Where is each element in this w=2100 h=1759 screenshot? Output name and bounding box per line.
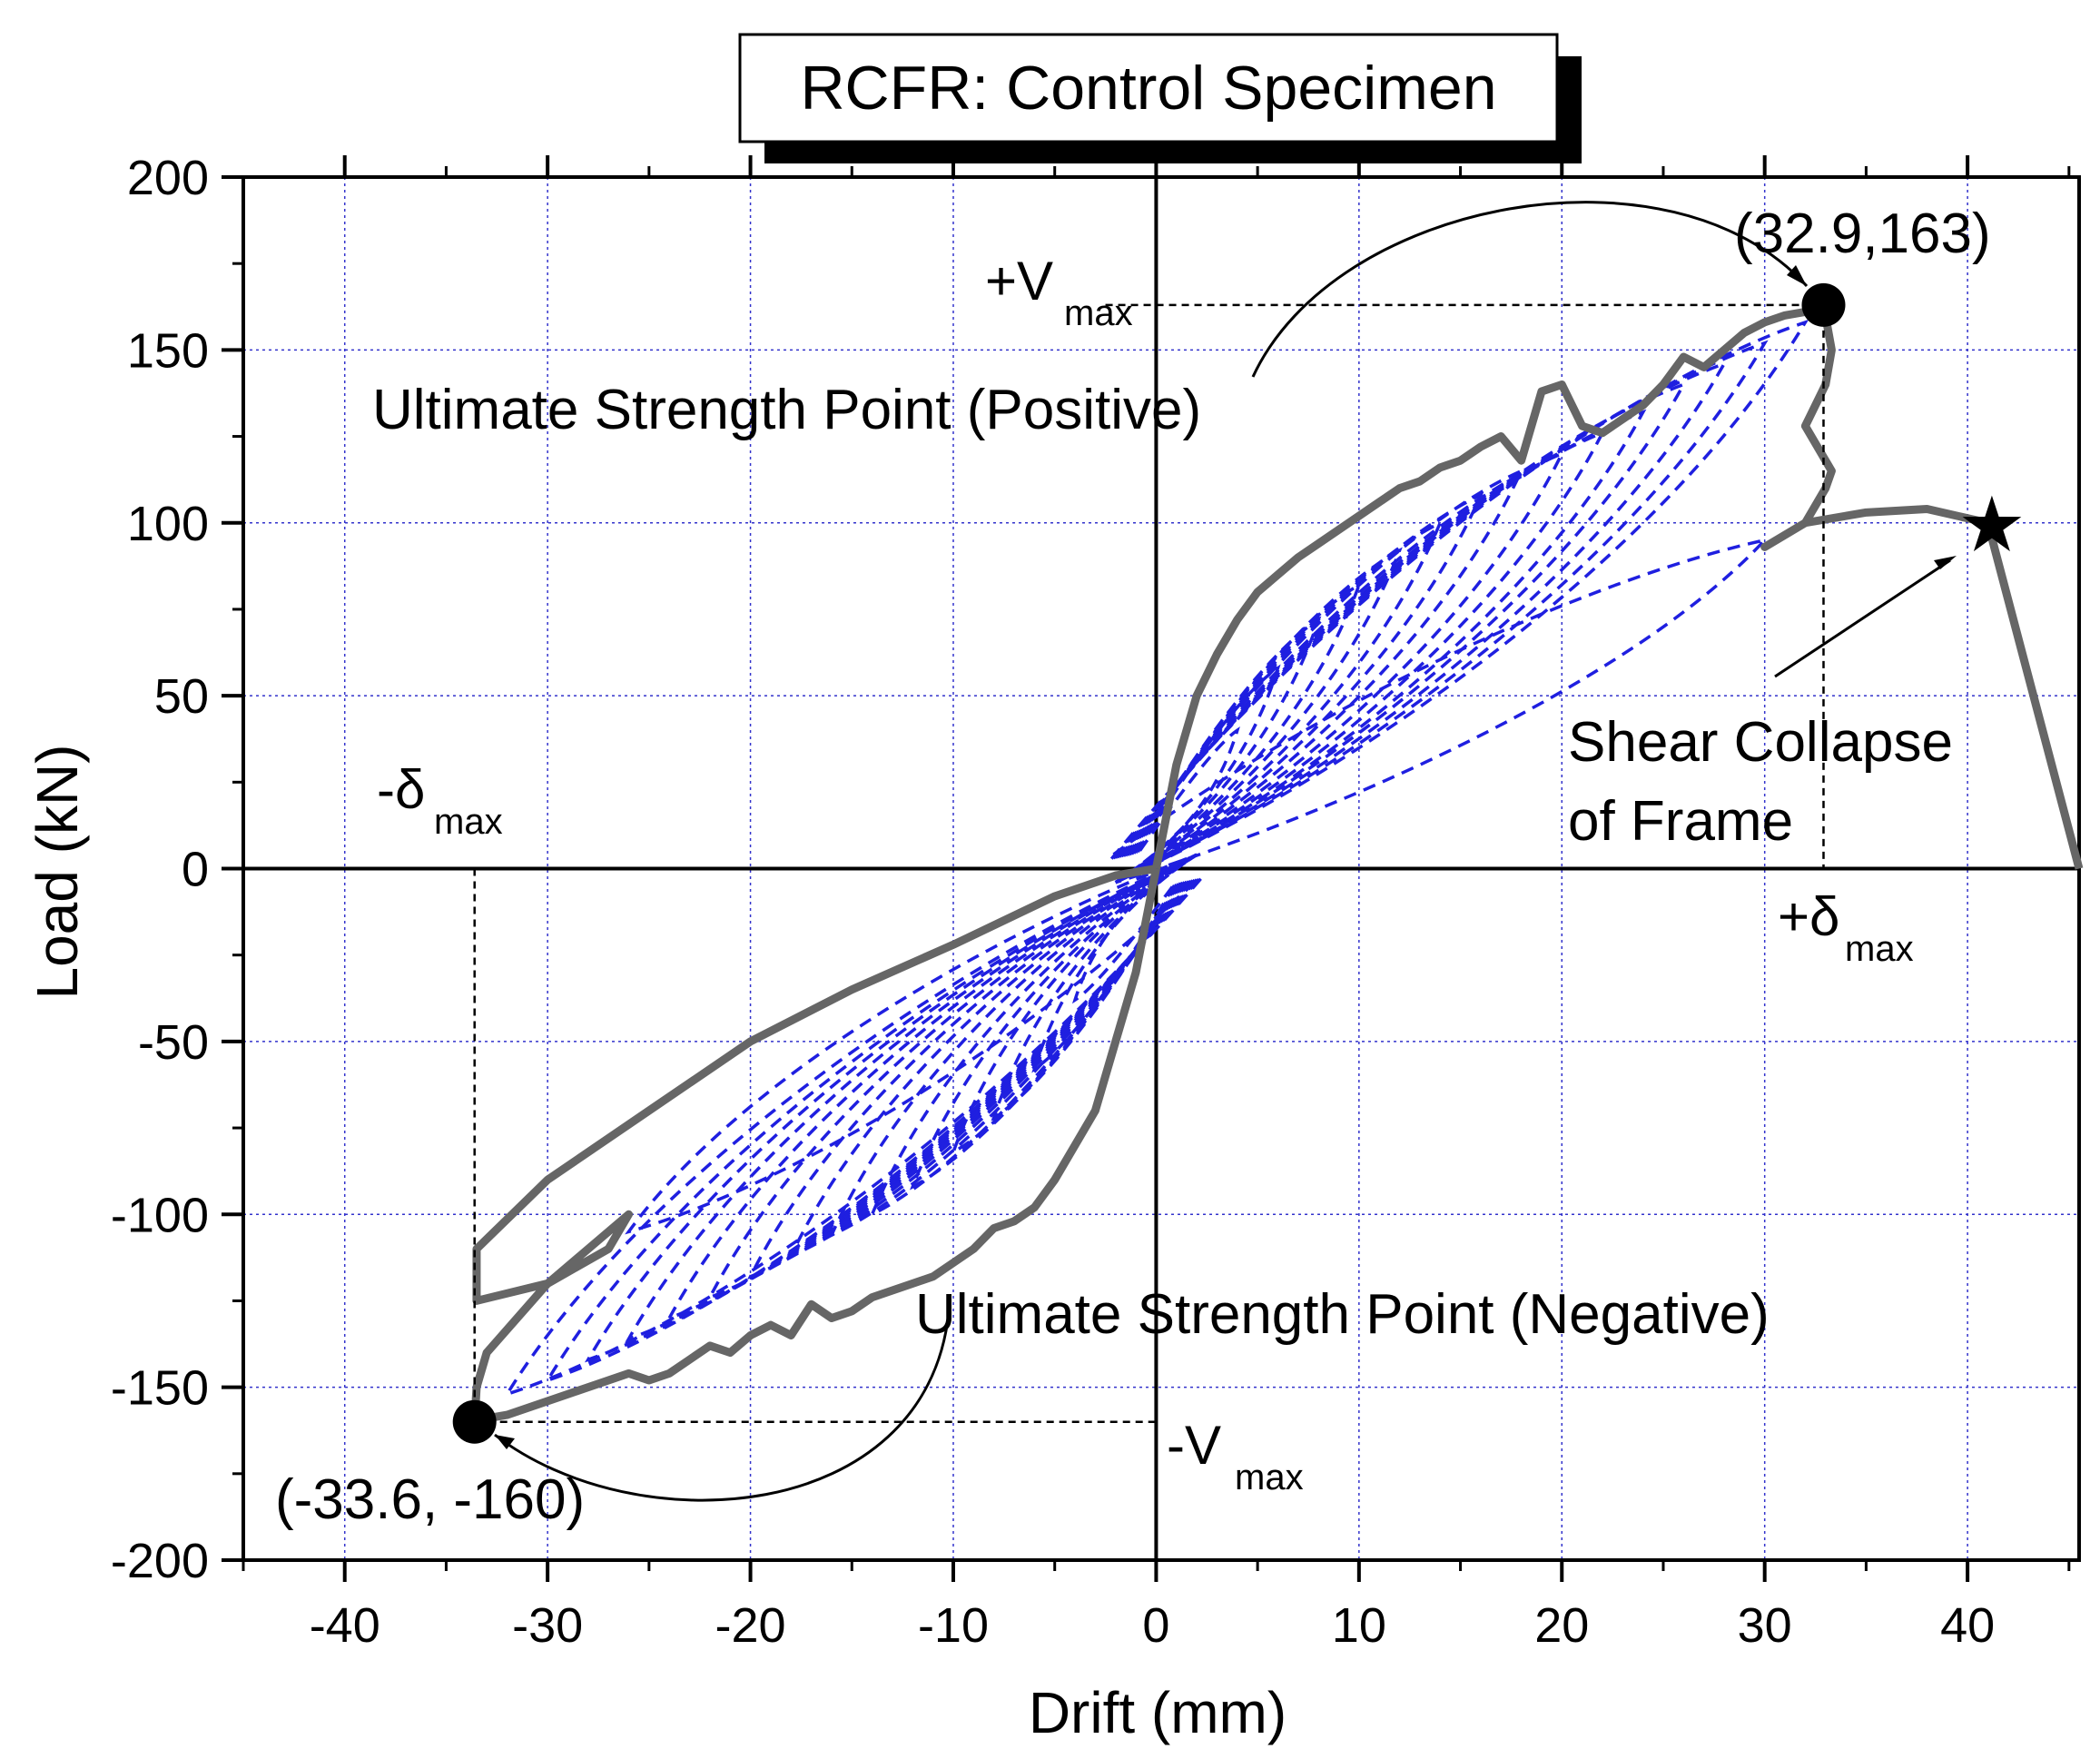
x-tick-label: -40 bbox=[310, 1598, 380, 1653]
markers bbox=[452, 282, 2022, 1444]
svg-text:max: max bbox=[1235, 1458, 1304, 1497]
positive-strength-label: Ultimate Strength Point (Positive) bbox=[372, 379, 1201, 441]
x-tick-label: -10 bbox=[918, 1598, 989, 1653]
negative-arrowhead bbox=[495, 1435, 515, 1449]
y-tick-label: 200 bbox=[127, 151, 209, 205]
y-tick-label: -50 bbox=[138, 1015, 209, 1070]
hysteresis-loop bbox=[706, 853, 1198, 1300]
hysteresis-loop bbox=[1114, 726, 1240, 884]
negative-strength-label: Ultimate Strength Point (Negative) bbox=[915, 1283, 1770, 1346]
chart-title: RCFR: Control Specimen bbox=[800, 54, 1496, 123]
negative-point-label: (-33.6, -160) bbox=[275, 1468, 585, 1531]
envelope-negative bbox=[470, 865, 1160, 1427]
svg-text:+V: +V bbox=[985, 251, 1053, 311]
hysteresis-loop bbox=[910, 853, 1198, 1191]
neg-delta-label: -δ max bbox=[377, 759, 503, 842]
positive-ultimate-marker bbox=[1801, 282, 1846, 327]
hysteresis-loop bbox=[584, 853, 1198, 1363]
x-tick-label: 30 bbox=[1738, 1598, 1792, 1653]
envelope-positive bbox=[1151, 301, 2084, 870]
shear-collapse-label-1: Shear Collapse bbox=[1568, 711, 1953, 774]
y-tick-label: 50 bbox=[154, 669, 209, 724]
pos-delta-label: +δ max bbox=[1778, 886, 1914, 969]
hysteresis-loop bbox=[1114, 409, 1647, 884]
positive-arrowhead bbox=[1787, 265, 1807, 286]
hysteresis-loop bbox=[1114, 450, 1565, 884]
svg-text:max: max bbox=[1845, 929, 1914, 969]
title-box: RCFR: Control Specimen bbox=[738, 33, 1582, 163]
svg-text:max: max bbox=[1064, 293, 1133, 333]
hysteresis-loop bbox=[869, 853, 1198, 1218]
hysteresis-loop bbox=[1114, 547, 1403, 884]
negative-ultimate-marker bbox=[452, 1399, 497, 1444]
callout-arrows bbox=[494, 201, 1957, 1502]
hysteresis-loop bbox=[746, 853, 1198, 1280]
hysteresis-loop bbox=[544, 853, 1200, 1384]
y-tick-label: 0 bbox=[182, 843, 209, 897]
hysteresis-loop bbox=[1109, 319, 1809, 884]
x-axis-label: Drift (mm) bbox=[1029, 1680, 1287, 1745]
y-tick-label: -150 bbox=[111, 1361, 209, 1416]
svg-text:+δ: +δ bbox=[1778, 886, 1839, 947]
x-tick-label: 10 bbox=[1332, 1598, 1386, 1653]
hysteresis-loop bbox=[1114, 664, 1281, 884]
y-tick-label: 100 bbox=[127, 497, 209, 551]
shear-arrowhead bbox=[1934, 556, 1957, 569]
envelope-series bbox=[470, 301, 2084, 1427]
negative-callout-arrow bbox=[494, 1311, 951, 1502]
y-tick-label: -100 bbox=[111, 1188, 209, 1242]
neg-vmax-label: -V max bbox=[1167, 1415, 1304, 1497]
x-tick-label: 40 bbox=[1940, 1598, 1995, 1653]
shear-collapse-label-2: of Frame bbox=[1568, 790, 1793, 853]
x-tick-label: -20 bbox=[715, 1598, 786, 1653]
shear-collapse-marker bbox=[1962, 495, 2022, 552]
y-axis-label: Load (kN) bbox=[25, 745, 90, 1000]
x-tick-label: 20 bbox=[1534, 1598, 1589, 1653]
svg-text:-V: -V bbox=[1167, 1415, 1221, 1476]
positive-point-label: (32.9,163) bbox=[1734, 203, 1991, 265]
hysteresis-loop bbox=[1112, 340, 1769, 884]
hysteresis-loop bbox=[503, 853, 1202, 1398]
y-tick-label: -200 bbox=[111, 1534, 209, 1588]
svg-text:-δ: -δ bbox=[377, 759, 425, 820]
tick-labels: -40 -30 -20 -10 0 10 20 30 40-200-150-100-500501… bbox=[111, 151, 2071, 1653]
pos-vmax-label: +V max bbox=[985, 251, 1133, 333]
y-tick-label: 150 bbox=[127, 323, 209, 378]
shear-callout-arrow bbox=[1774, 558, 1951, 678]
svg-text:max: max bbox=[434, 802, 503, 842]
hysteresis-loop bbox=[1114, 491, 1484, 884]
hysteresis-loops bbox=[503, 319, 1809, 1398]
hysteresis-loop bbox=[625, 853, 1198, 1235]
x-tick-label: 0 bbox=[1142, 1598, 1169, 1653]
reference-lines bbox=[473, 303, 1825, 1423]
positive-callout-arrow bbox=[1251, 201, 1809, 378]
x-tick-label: -30 bbox=[512, 1598, 583, 1653]
